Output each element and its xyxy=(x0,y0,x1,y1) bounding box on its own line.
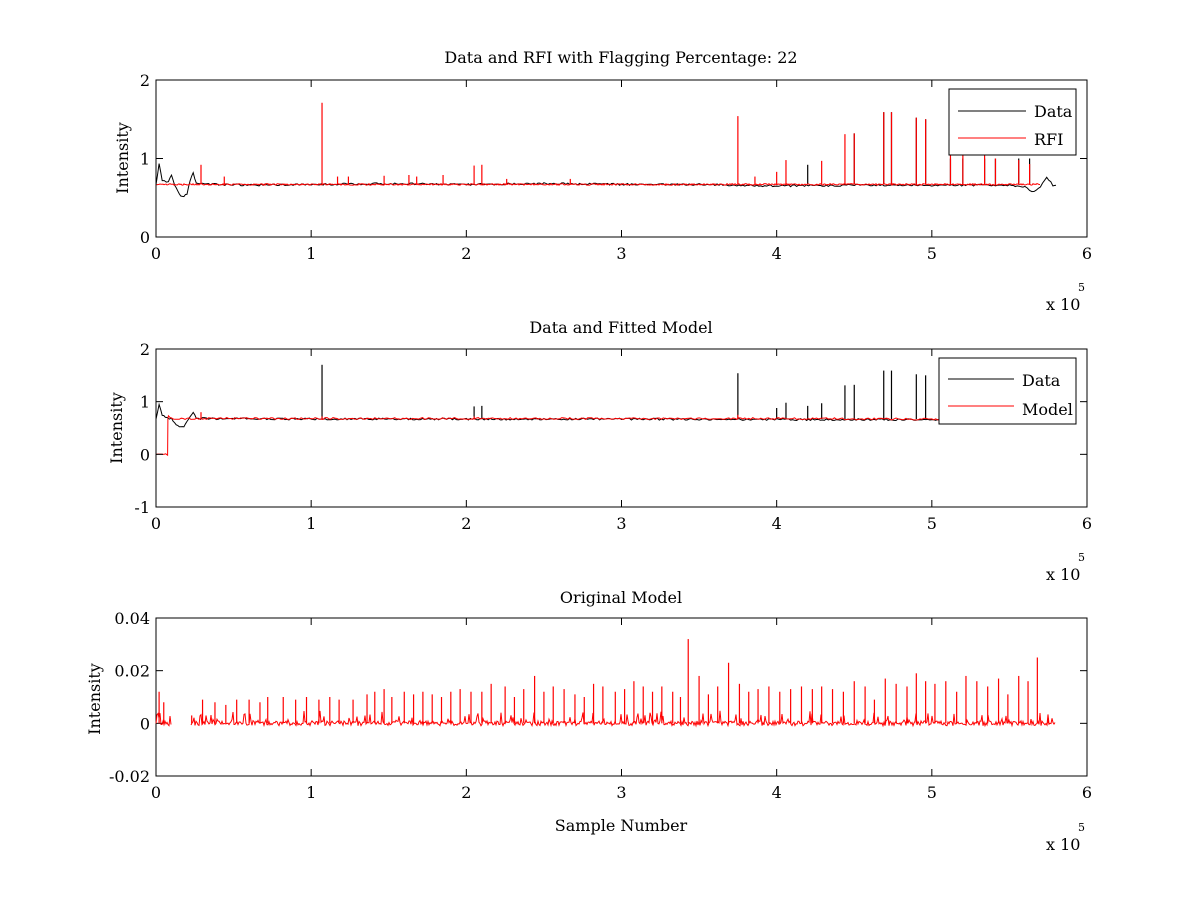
legend-label-data: Data xyxy=(1034,102,1073,121)
x-tick-label: 5 xyxy=(927,514,937,533)
x-tick-label: 4 xyxy=(772,514,782,533)
legend-label-rfi: RFI xyxy=(1034,130,1063,149)
x-axis-exponent-power: 5 xyxy=(1078,821,1085,834)
panel-fitted-model: Data and Fitted Model Intensity x 10 5 D… xyxy=(107,318,1092,584)
x-tick-label: 3 xyxy=(616,514,626,533)
chart-title: Data and Fitted Model xyxy=(529,318,712,337)
x-axis-label: Sample Number xyxy=(555,816,688,835)
legend: Data RFI xyxy=(948,88,1077,156)
x-tick-label: 4 xyxy=(772,783,782,802)
x-axis-exponent-power: 5 xyxy=(1078,281,1085,294)
x-tick-label: 1 xyxy=(306,244,316,263)
series-line xyxy=(155,182,1040,187)
x-tick-label: 0 xyxy=(151,514,161,533)
y-axis-label: Intensity xyxy=(113,122,132,194)
x-axis-exponent-base: x 10 xyxy=(1046,835,1080,854)
legend-box xyxy=(938,357,1077,425)
y-tick-label: -0.02 xyxy=(109,767,150,786)
x-tick-label: 3 xyxy=(616,244,626,263)
x-tick-label: 5 xyxy=(927,783,937,802)
x-tick-label: 2 xyxy=(461,783,471,802)
panel-original-model: Original Model Intensity Sample Number x… xyxy=(85,588,1092,854)
y-tick-label: 1 xyxy=(140,393,150,412)
y-tick-label: 0.04 xyxy=(114,609,150,628)
y-tick-label: -1 xyxy=(134,498,150,517)
legend-box xyxy=(948,88,1077,156)
y-tick-label: 2 xyxy=(140,71,150,90)
legend-label-data: Data xyxy=(1022,371,1061,390)
chart-title: Data and RFI with Flagging Percentage: 2… xyxy=(444,48,797,67)
x-tick-label: 1 xyxy=(306,514,316,533)
legend: Data Model xyxy=(938,357,1077,425)
y-tick-label: 1 xyxy=(140,150,150,169)
x-tick-label: 0 xyxy=(151,783,161,802)
x-tick-label: 4 xyxy=(772,244,782,263)
series-model xyxy=(155,412,948,457)
x-tick-label: 2 xyxy=(461,244,471,263)
x-tick-label: 3 xyxy=(616,783,626,802)
series-line xyxy=(155,163,1057,198)
x-tick-label: 6 xyxy=(1082,514,1092,533)
y-tick-label: 0 xyxy=(140,714,150,733)
x-tick-label: 2 xyxy=(461,514,471,533)
legend-label-model: Model xyxy=(1022,400,1073,419)
y-tick-label: 0.02 xyxy=(114,662,150,681)
x-tick-label: 6 xyxy=(1082,783,1092,802)
x-tick-label: 0 xyxy=(151,244,161,263)
y-tick-label: 0 xyxy=(140,228,150,247)
series-rfi xyxy=(155,102,1040,187)
chart-title: Original Model xyxy=(560,588,682,607)
x-tick-label: 6 xyxy=(1082,244,1092,263)
x-axis-exponent-power: 5 xyxy=(1078,551,1085,564)
series-line xyxy=(155,414,948,457)
y-axis-label: Intensity xyxy=(85,663,104,735)
series-model-residual xyxy=(155,639,1056,728)
x-tick-label: 1 xyxy=(306,783,316,802)
x-axis-exponent-base: x 10 xyxy=(1046,295,1080,314)
y-tick-label: 2 xyxy=(140,340,150,359)
y-tick-label: 0 xyxy=(140,445,150,464)
y-axis-label: Intensity xyxy=(107,392,126,464)
x-axis-exponent-base: x 10 xyxy=(1046,565,1080,584)
panel-data-rfi: Data and RFI with Flagging Percentage: 2… xyxy=(113,48,1092,314)
x-tick-label: 5 xyxy=(927,244,937,263)
